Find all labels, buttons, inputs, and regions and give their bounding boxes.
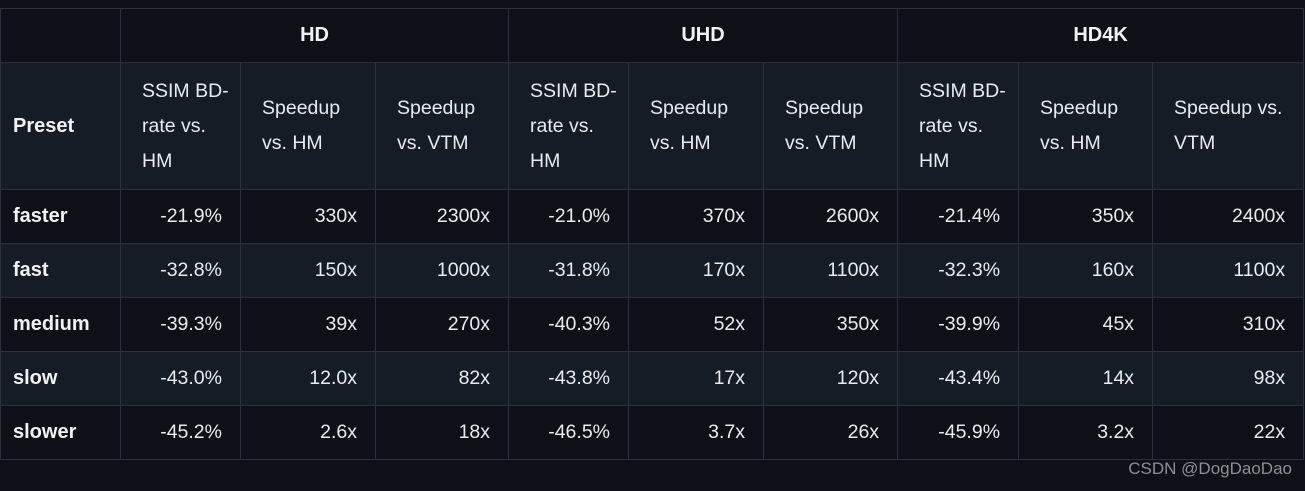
subheader-cell: Speedup vs. VTM	[1152, 62, 1305, 190]
value-cell: -39.3%	[120, 297, 241, 352]
value-cell: 310x	[1152, 297, 1305, 352]
value-cell: 3.2x	[1018, 405, 1154, 460]
value-cell: 1100x	[763, 243, 899, 298]
value-cell: 1000x	[374, 243, 510, 298]
value-cell: 52x	[628, 297, 765, 352]
preset-cell: medium	[0, 297, 121, 352]
value-cell: 120x	[763, 351, 899, 406]
table-row-fast: fast -32.8% 150x 1000x -31.8% 170x 1100x…	[0, 243, 1305, 298]
preset-cell: slow	[0, 351, 121, 406]
subheader-cell: Speedup vs. HM	[628, 62, 765, 190]
preset-cell: fast	[0, 243, 121, 298]
subheader-cell: Speedup vs. HM	[1018, 62, 1154, 190]
value-cell: -21.0%	[508, 189, 630, 244]
value-cell: 170x	[628, 243, 765, 298]
value-cell: 22x	[1152, 405, 1305, 460]
subheader-cell: SSIM BD-rate vs. HM	[508, 62, 630, 190]
value-cell: 3.7x	[628, 405, 765, 460]
value-cell: -32.8%	[120, 243, 241, 298]
preset-header-cell: Preset	[0, 62, 121, 190]
table-row-faster: faster -21.9% 330x 2300x -21.0% 370x 260…	[0, 189, 1305, 244]
value-cell: 2.6x	[240, 405, 376, 460]
value-cell: -43.8%	[508, 351, 630, 406]
value-cell: 350x	[763, 297, 899, 352]
group-header-hd: HD	[119, 8, 510, 63]
value-cell: -32.3%	[897, 243, 1020, 298]
subheader-cell: SSIM BD-rate vs. HM	[897, 62, 1020, 190]
table-row-medium: medium -39.3% 39x 270x -40.3% 52x 350x -…	[0, 297, 1305, 352]
value-cell: 1100x	[1152, 243, 1305, 298]
preset-benchmark-table: HD UHD HD4K Preset SSIM BD-rate vs. HM S…	[0, 8, 1305, 460]
value-cell: 12.0x	[240, 351, 376, 406]
preset-cell: faster	[0, 189, 121, 244]
corner-empty-cell	[0, 8, 121, 63]
group-header-uhd: UHD	[508, 8, 899, 63]
subheader-cell: SSIM BD-rate vs. HM	[120, 62, 241, 190]
value-cell: 2400x	[1152, 189, 1305, 244]
value-cell: 370x	[628, 189, 765, 244]
subheader-cell: Speedup vs. VTM	[763, 62, 899, 190]
value-cell: -21.9%	[120, 189, 241, 244]
value-cell: 270x	[374, 297, 510, 352]
value-cell: -31.8%	[508, 243, 630, 298]
value-cell: -40.3%	[508, 297, 630, 352]
value-cell: 82x	[374, 351, 510, 406]
value-cell: -46.5%	[508, 405, 630, 460]
value-cell: 2600x	[763, 189, 899, 244]
value-cell: -45.2%	[120, 405, 241, 460]
column-header-row: Preset SSIM BD-rate vs. HM Speedup vs. H…	[0, 62, 1305, 190]
value-cell: 14x	[1018, 351, 1154, 406]
group-header-hd4k: HD4K	[897, 8, 1305, 63]
value-cell: -21.4%	[897, 189, 1020, 244]
value-cell: -43.0%	[120, 351, 241, 406]
subheader-cell: Speedup vs. HM	[240, 62, 376, 190]
value-cell: 2300x	[374, 189, 510, 244]
value-cell: 150x	[240, 243, 376, 298]
csdn-watermark: CSDN @DogDaoDao	[1128, 459, 1292, 478]
table-row-slow: slow -43.0% 12.0x 82x -43.8% 17x 120x -4…	[0, 351, 1305, 406]
value-cell: 350x	[1018, 189, 1154, 244]
group-header-row: HD UHD HD4K	[0, 8, 1305, 63]
subheader-cell: Speedup vs. VTM	[374, 62, 510, 190]
value-cell: 160x	[1018, 243, 1154, 298]
value-cell: -43.4%	[897, 351, 1020, 406]
value-cell: -39.9%	[897, 297, 1020, 352]
value-cell: 45x	[1018, 297, 1154, 352]
value-cell: 18x	[374, 405, 510, 460]
value-cell: 98x	[1152, 351, 1305, 406]
value-cell: -45.9%	[897, 405, 1020, 460]
value-cell: 26x	[763, 405, 899, 460]
preset-cell: slower	[0, 405, 121, 460]
table-row-slower: slower -45.2% 2.6x 18x -46.5% 3.7x 26x -…	[0, 405, 1305, 460]
value-cell: 17x	[628, 351, 765, 406]
value-cell: 330x	[240, 189, 376, 244]
value-cell: 39x	[240, 297, 376, 352]
